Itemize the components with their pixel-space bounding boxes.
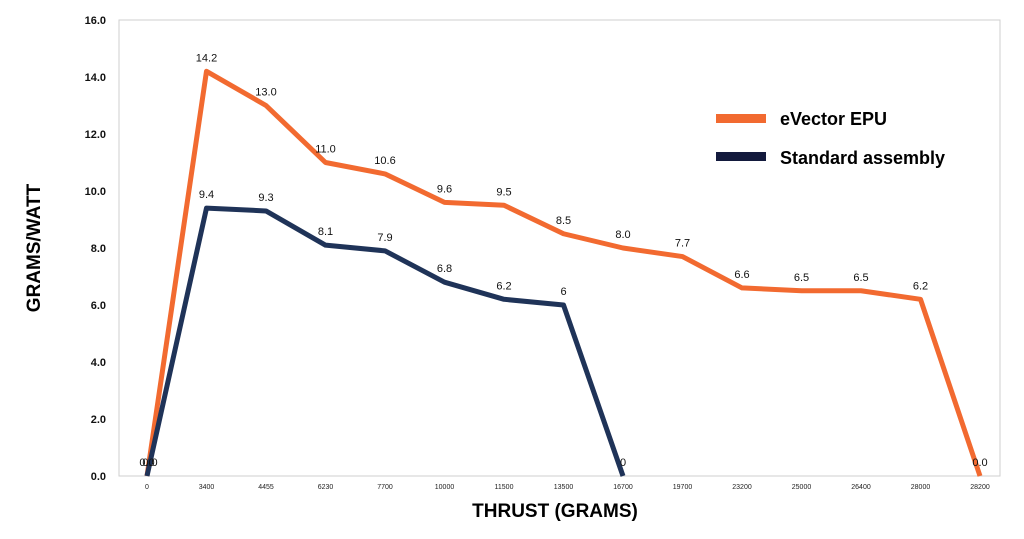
data-label: 6.2: [913, 280, 928, 292]
x-tick-label: 23200: [732, 484, 752, 491]
series-layer: [144, 68, 983, 477]
data-label: 7.7: [675, 238, 690, 250]
x-tick-label: 0: [145, 484, 149, 491]
data-label: 14.2: [196, 52, 217, 64]
x-axis-ticks: 0 3400 4455 6230 7700 10000 11500 13500 16700 197…: [145, 484, 990, 491]
x-tick-label: 6230: [318, 484, 334, 491]
plot-frame: [118, 19, 1001, 477]
y-tick-label: 10.0: [85, 186, 106, 198]
data-label: 6.5: [794, 272, 809, 284]
legend: eVector EPU Standard assembly: [716, 109, 945, 168]
data-label: 6: [560, 286, 566, 298]
x-tick-label: 7700: [377, 484, 393, 491]
x-tick-label: 16700: [613, 484, 633, 491]
x-tick-label: 3400: [199, 484, 215, 491]
x-tick-label: 10000: [435, 484, 455, 491]
legend-label-evector: eVector EPU: [780, 109, 887, 129]
data-label: 9.5: [496, 186, 511, 198]
y-tick-label: 16.0: [85, 15, 106, 27]
x-tick-label: 13500: [554, 484, 574, 491]
x-tick-label: 11500: [495, 484, 514, 491]
legend-label-standard: Standard assembly: [780, 148, 945, 168]
y-tick-label: 4.0: [91, 357, 106, 369]
x-tick-label: 26400: [851, 484, 871, 491]
y-axis-ticks: 0.0 2.0 4.0 6.0 8.0 10.0 12.0 14.0 16.0: [85, 15, 106, 483]
x-tick-label: 4455: [258, 484, 274, 491]
data-label: 8.1: [318, 226, 333, 238]
data-label: 9.3: [258, 192, 273, 204]
y-axis-title: GRAMS/WATT: [24, 183, 45, 312]
data-label: 0.0: [139, 457, 154, 469]
series-line-standard: [144, 205, 626, 477]
data-label: 0.0: [972, 457, 987, 469]
x-tick-label: 19700: [673, 484, 693, 491]
x-tick-label: 28000: [911, 484, 931, 491]
data-label: 6.8: [437, 263, 452, 275]
data-label: 6.6: [734, 269, 749, 281]
y-tick-label: 12.0: [85, 129, 106, 141]
data-label: 8.0: [615, 229, 630, 241]
y-tick-label: 0.0: [91, 471, 106, 483]
x-axis-title: THRUST (GRAMS): [472, 501, 638, 522]
data-label: 6.2: [496, 280, 511, 292]
y-tick-label: 6.0: [91, 300, 106, 312]
legend-swatch-standard: [716, 152, 766, 161]
data-labels: 0.0 14.2 13.0 11.0 10.6 9.6 9.5 8.5 8.0 7.7 6.6 6.5…: [139, 52, 987, 469]
data-label: 13.0: [255, 87, 276, 99]
data-label: 8.5: [556, 215, 571, 227]
x-tick-label: 25000: [792, 484, 812, 491]
data-label: 11.0: [315, 144, 336, 156]
x-tick-label: 28200: [970, 484, 990, 491]
data-label: 9.6: [437, 183, 452, 195]
data-label: 7.9: [377, 232, 392, 244]
data-label: 9.4: [199, 189, 214, 201]
data-label: 0: [620, 457, 626, 469]
data-label: 0.0: [142, 457, 157, 469]
y-tick-label: 8.0: [91, 243, 106, 255]
y-tick-label: 2.0: [91, 414, 106, 426]
y-tick-label: 14.0: [85, 72, 106, 84]
data-label: 10.6: [374, 155, 395, 167]
data-label: 6.5: [853, 272, 868, 284]
legend-swatch-evector: [716, 114, 766, 123]
series-line-evector: [144, 68, 983, 477]
